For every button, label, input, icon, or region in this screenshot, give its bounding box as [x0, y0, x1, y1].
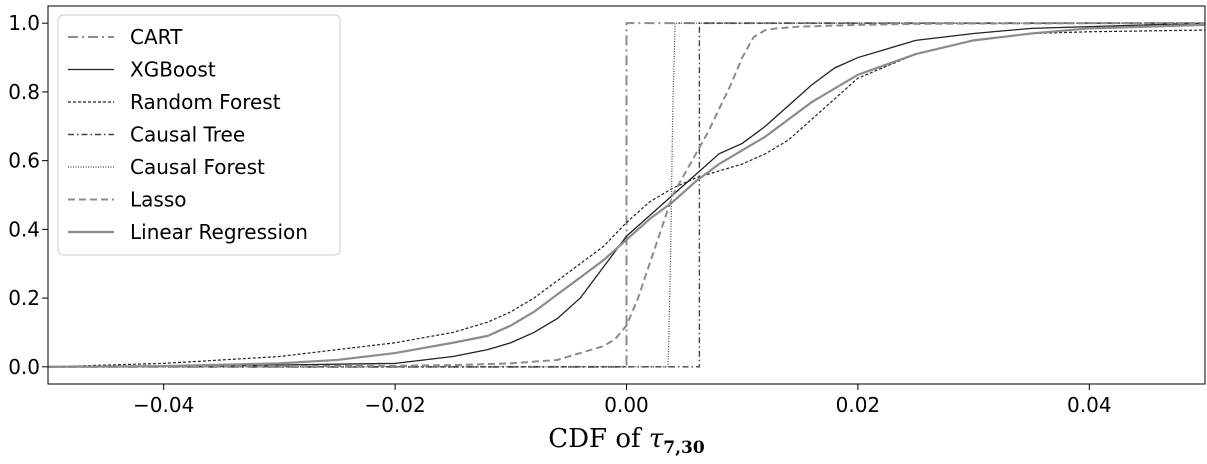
legend-label: Causal Tree [130, 123, 245, 147]
series-line-lasso [48, 22, 1205, 368]
series-line-xgboost [48, 22, 1205, 368]
x-axis-ticks: −0.04 −0.02 0.00 0.02 0.04 [133, 384, 1112, 417]
legend-label: XGBoost [130, 58, 216, 82]
legend-label: CART [130, 25, 183, 49]
series-line-causal-forest [48, 22, 1205, 368]
x-axis-label: CDF of τ7,30 [548, 424, 705, 458]
x-tick-label: 0.04 [1067, 393, 1112, 417]
x-tick-label: −0.02 [364, 393, 425, 417]
y-axis-ticks: 0.0 0.2 0.4 0.6 0.8 1.0 [8, 11, 48, 379]
x-tick-label: 0.00 [604, 393, 649, 417]
y-tick-label: 0.4 [8, 217, 40, 241]
y-tick-label: 1.0 [8, 11, 40, 35]
y-tick-label: 0.6 [8, 149, 40, 173]
legend-label: Causal Forest [130, 155, 265, 179]
y-tick-label: 0.0 [8, 355, 40, 379]
y-tick-label: 0.2 [8, 286, 40, 310]
legend-label: Lasso [130, 188, 186, 212]
y-tick-label: 0.8 [8, 80, 40, 104]
x-tick-label: −0.04 [133, 393, 194, 417]
legend-label: Random Forest [130, 90, 281, 114]
legend: CART XGBoost Random Forest Causal Tree Causa… [57, 14, 341, 256]
series-line-random-forest [48, 29, 1205, 368]
plot-area [48, 22, 1205, 368]
legend-label: Linear Regression [130, 220, 308, 244]
x-tick-label: 0.02 [836, 393, 881, 417]
series-line-linear-regression [48, 23, 1205, 368]
legend-box [57, 14, 341, 256]
